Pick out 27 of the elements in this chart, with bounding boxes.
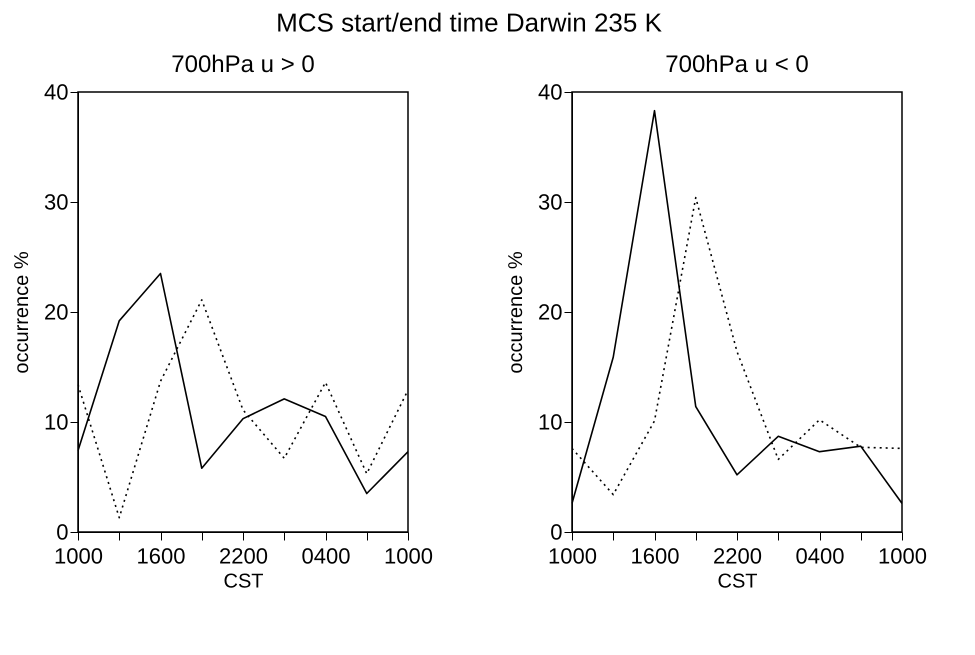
x-tick-label: 1000 bbox=[878, 544, 927, 568]
text: MCS start/end time Darwin 235 K bbox=[276, 7, 663, 38]
x-axis-title: CST bbox=[224, 570, 264, 592]
y-tick-label: 40 bbox=[538, 80, 562, 104]
x-tick-label: 1000 bbox=[548, 544, 597, 568]
chart-subtitle: 700hPa u > 0 bbox=[171, 51, 315, 78]
y-tick-label: 30 bbox=[44, 190, 68, 214]
y-tick-label: 40 bbox=[44, 80, 68, 104]
x-tick-label: 1000 bbox=[54, 544, 103, 568]
y-tick-label: 10 bbox=[44, 410, 68, 434]
y-axis-title: occurrence % bbox=[11, 251, 34, 374]
x-axis-title: CST bbox=[718, 570, 758, 592]
y-tick-label: 20 bbox=[44, 300, 68, 324]
chart-subtitle: 700hPa u < 0 bbox=[665, 51, 809, 78]
y-tick-label: 0 bbox=[550, 520, 562, 544]
y-axis-title: occurrence % bbox=[505, 251, 528, 374]
y-tick-label: 10 bbox=[538, 410, 562, 434]
x-tick-label: 1600 bbox=[136, 544, 186, 568]
y-tick-label: 0 bbox=[56, 520, 68, 544]
x-tick-label: 2200 bbox=[713, 544, 762, 568]
x-tick-label: 0400 bbox=[302, 544, 350, 568]
x-tick-label: 0400 bbox=[796, 544, 844, 568]
x-tick-label: 1000 bbox=[384, 544, 433, 568]
y-tick-label: 20 bbox=[538, 300, 562, 324]
y-tick-label: 30 bbox=[538, 190, 562, 214]
x-tick-label: 1600 bbox=[630, 544, 680, 568]
x-tick-label: 2200 bbox=[219, 544, 268, 568]
